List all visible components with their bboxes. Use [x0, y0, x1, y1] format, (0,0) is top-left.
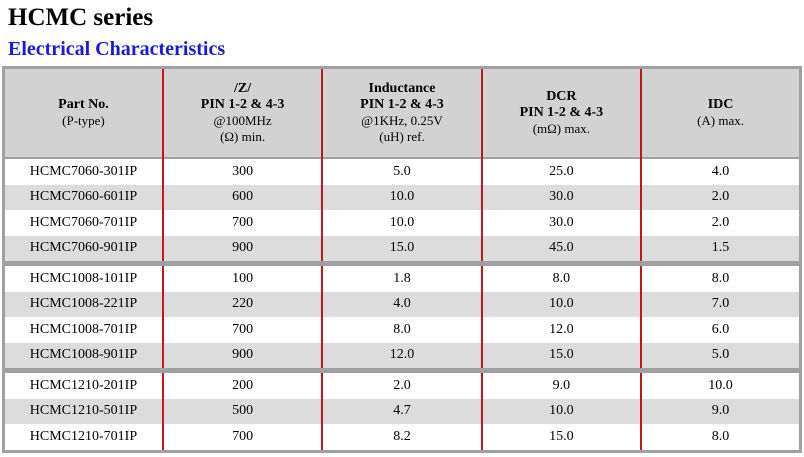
table-cell: 10.0	[480, 398, 642, 424]
table-cell: 8.0	[640, 263, 801, 292]
column-header: DCR PIN 1-2 & 4-3 (mΩ) max.	[480, 67, 642, 158]
table-cell: 10.0	[321, 210, 482, 236]
table-cell: 10.0	[640, 370, 801, 399]
column-header: Inductance PIN 1-2 & 4-3 @1KHz, 0.25V (uH) …	[321, 67, 482, 158]
table-cell: 700	[161, 317, 323, 343]
table-cell: 15.0	[321, 235, 482, 264]
table-row: HCMC7060-901IP 900 15.0 45.0 1.5	[3, 235, 801, 264]
column-header: Part No. (P-type)	[3, 67, 163, 158]
table-cell: 12.0	[321, 342, 482, 371]
table-cell: 7.0	[640, 291, 801, 317]
table-cell: 700	[161, 424, 323, 451]
table-row: HCMC7060-701IP 700 10.0 30.0 2.0	[4, 210, 801, 236]
table-cell: HCMC1210-501IP	[3, 398, 163, 424]
table-cell: 25.0	[480, 158, 642, 185]
table-cell: 900	[161, 342, 323, 371]
header-line: @100MHz	[213, 113, 272, 128]
table-row: HCMC1008-901IP 900 12.0 15.0 5.0	[3, 342, 801, 371]
table-row: HCMC1008-101IP 100 1.8 8.0 8.0	[4, 263, 801, 292]
table-cell: 15.0	[480, 424, 642, 451]
header-line: PIN 1-2 & 4-3	[360, 97, 444, 112]
header-line: Part No.	[58, 97, 109, 112]
table-cell: 200	[161, 370, 323, 399]
row-group: HCMC7060-301IP 300 5.0 25.0 4.0 HCMC7060-601I…	[3, 158, 801, 264]
table-cell: 300	[161, 158, 323, 185]
table-cell: HCMC1008-221IP	[3, 291, 163, 317]
header-line: Inductance	[368, 81, 436, 96]
table-row: HCMC1210-701IP 700 8.2 15.0 8.0	[4, 424, 801, 451]
table-cell: 2.0	[640, 210, 801, 236]
table-cell: 100	[161, 263, 323, 292]
header-line: (mΩ) max.	[532, 121, 591, 136]
row-group: HCMC1210-201IP 200 2.0 9.0 10.0 HCMC1210-501I…	[3, 370, 801, 451]
table-cell: HCMC1008-101IP	[29, 270, 138, 286]
table-cell: HCMC1008-901IP	[3, 342, 163, 371]
table-cell: 1.5	[640, 235, 801, 264]
table-cell: 4.0	[640, 158, 801, 185]
header-line: (Ω) min.	[220, 129, 266, 144]
table-row: HCMC1210-201IP 200 2.0 9.0 10.0	[4, 370, 801, 399]
header-line: IDC	[707, 97, 734, 112]
header-line: /Z/	[234, 81, 252, 96]
header-line: (uH) ref.	[379, 129, 425, 144]
table-cell: 6.0	[640, 317, 801, 343]
table-cell: HCMC1210-701IP	[29, 428, 138, 444]
table-cell: 700	[161, 210, 323, 236]
table-cell: 10.0	[480, 291, 642, 317]
table-cell: 8.0	[480, 263, 642, 292]
table-cell: 2.0	[640, 184, 801, 210]
table-cell: 15.0	[480, 342, 642, 371]
table-row: HCMC1008-221IP 220 4.0 10.0 7.0	[3, 291, 801, 317]
table-cell: HCMC1008-701IP	[29, 321, 138, 337]
column-header: IDC (A) max.	[640, 67, 801, 158]
table-cell: 30.0	[480, 210, 642, 236]
table-cell: 1.8	[321, 263, 482, 292]
table-cell: HCMC7060-301IP	[29, 163, 138, 179]
table-cell: HCMC7060-601IP	[3, 184, 163, 210]
table-row: HCMC1008-701IP 700 8.0 12.0 6.0	[4, 317, 801, 343]
table-head: Part No. (P-type)/Z/PIN 1-2 & 4-3 @100MHz(…	[3, 67, 801, 158]
table-cell: 9.0	[480, 370, 642, 399]
table-cell: 12.0	[480, 317, 642, 343]
table-cell: 500	[161, 398, 323, 424]
spec-table: Part No. (P-type)/Z/PIN 1-2 & 4-3 @100MHz(…	[2, 66, 802, 453]
table-cell: 8.0	[640, 424, 801, 451]
table-cell: 4.7	[321, 398, 482, 424]
table-cell: 30.0	[480, 184, 642, 210]
table-cell: 5.0	[640, 342, 801, 371]
table-cell: 5.0	[321, 158, 482, 185]
header-line: (P-type)	[62, 113, 105, 128]
title: HCMC series	[8, 4, 154, 31]
header-line: (A) max.	[697, 113, 744, 128]
column-header: /Z/PIN 1-2 & 4-3 @100MHz (Ω) min.	[161, 67, 323, 158]
table-cell: HCMC7060-701IP	[29, 214, 138, 230]
header-row: Part No. (P-type)/Z/PIN 1-2 & 4-3 @100MHz(…	[3, 67, 801, 158]
table-cell: HCMC1210-201IP	[29, 377, 138, 393]
table-cell: 220	[161, 291, 323, 317]
header-line: PIN 1-2 & 4-3	[200, 97, 285, 112]
subtitle: Electrical Characteristics	[8, 38, 226, 60]
header-line: DCR	[546, 89, 577, 104]
table-cell: 8.2	[321, 424, 482, 451]
table-cell: 2.0	[321, 370, 482, 399]
table-cell: HCMC7060-901IP	[3, 235, 163, 264]
table-cell: 4.0	[321, 291, 482, 317]
row-group: HCMC1008-101IP 100 1.8 8.0 8.0 HCMC1008-221IP…	[3, 263, 801, 371]
table-cell: 8.0	[321, 317, 482, 343]
table-row: HCMC1210-501IP 500 4.7 10.0 9.0	[3, 398, 801, 424]
table-cell: 9.0	[640, 398, 801, 424]
table-cell: 45.0	[480, 235, 642, 264]
table-row: HCMC7060-601IP 600 10.0 30.0 2.0	[3, 184, 801, 210]
table-cell: 600	[161, 184, 323, 210]
header-line: @1KHz, 0.25V	[361, 113, 443, 128]
header-line: PIN 1-2 & 4-3	[519, 105, 604, 120]
table-row: HCMC7060-301IP 300 5.0 25.0 4.0	[4, 158, 801, 185]
table-cell: 900	[161, 235, 323, 264]
table-cell: 10.0	[321, 184, 482, 210]
